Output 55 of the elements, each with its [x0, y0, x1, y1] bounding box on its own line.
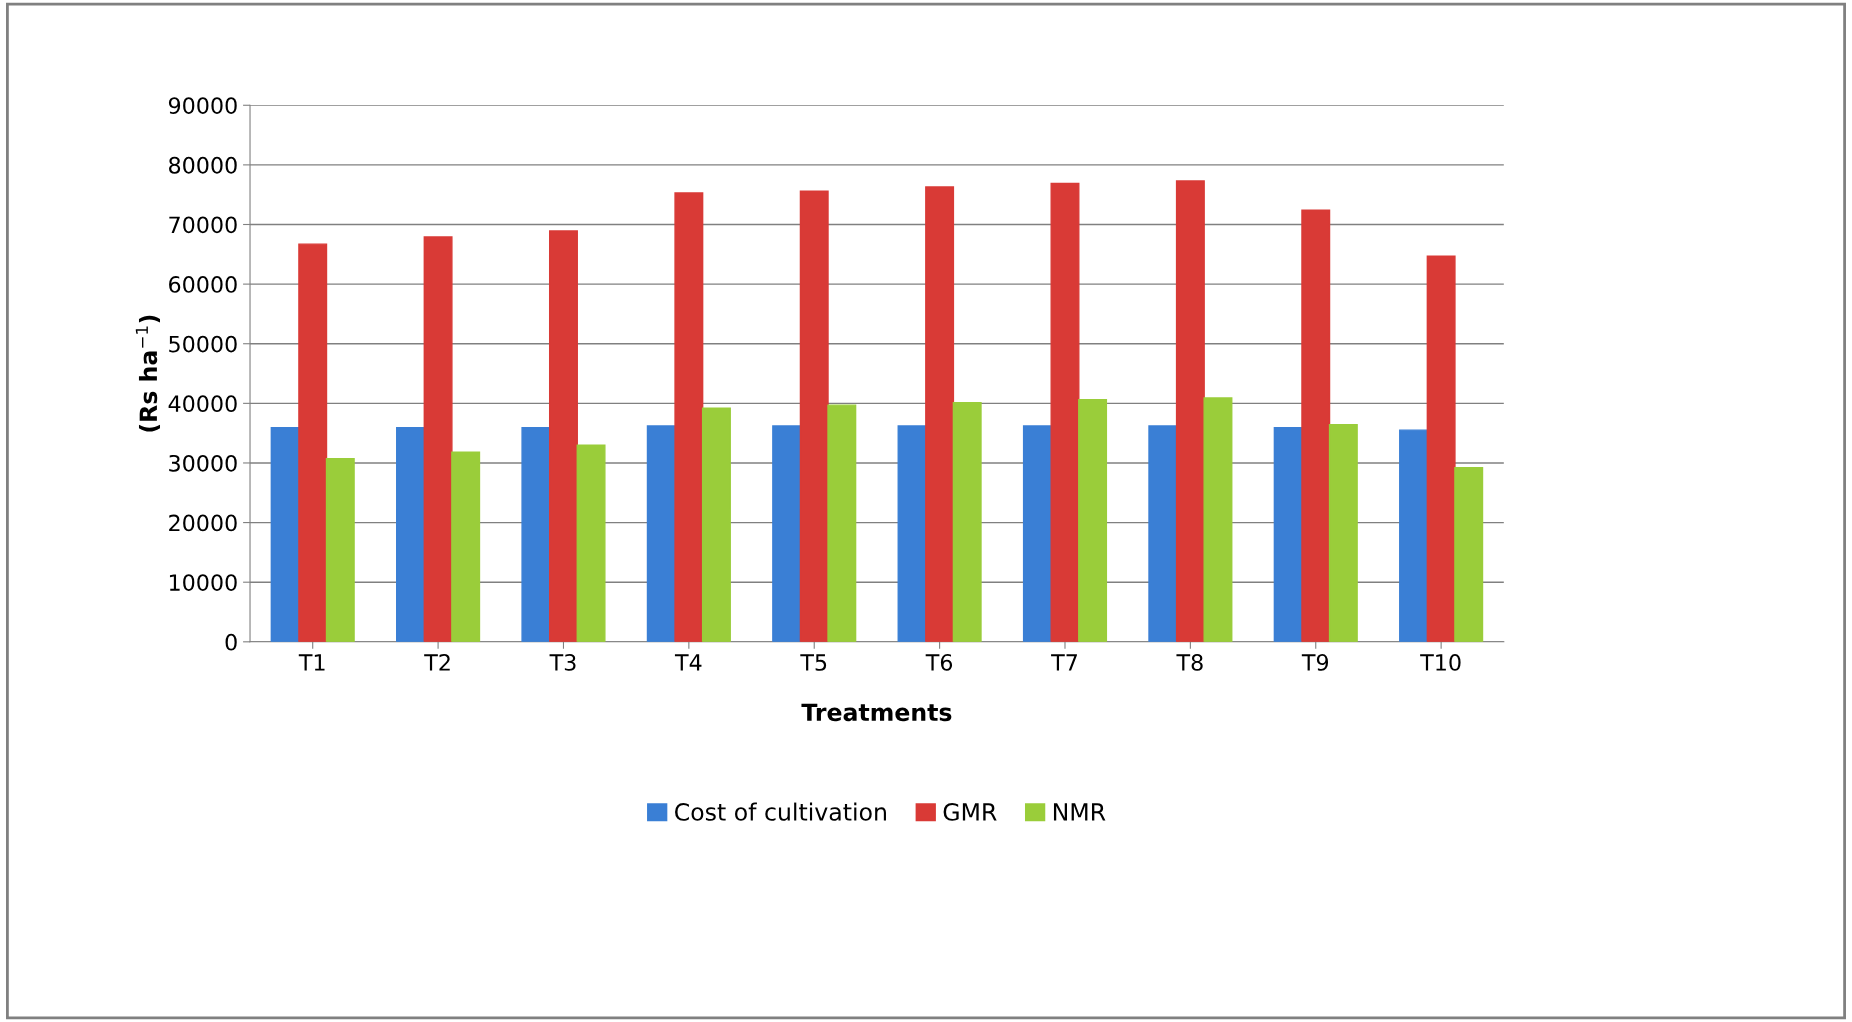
- bar: [1273, 427, 1303, 642]
- x-tick-label: T10: [1420, 654, 1461, 671]
- y-tick-label: 50000: [169, 335, 237, 353]
- x-tick-label: T8: [1176, 654, 1203, 671]
- bar: [423, 236, 453, 642]
- bar: [799, 190, 829, 642]
- legend-label: Cost of cultivation: [675, 802, 886, 821]
- legend-label: GMR: [943, 802, 997, 821]
- bar: [1078, 399, 1108, 642]
- bar: [270, 427, 300, 642]
- bar: [674, 192, 704, 642]
- x-tick-label: T7: [1051, 654, 1077, 671]
- bar: [1148, 425, 1178, 642]
- bar: [701, 407, 731, 642]
- bar: [1050, 182, 1080, 642]
- bar: [827, 404, 857, 642]
- y-tick-label: 60000: [169, 276, 237, 293]
- x-tick-label: T9: [1301, 654, 1329, 671]
- y-tick-label: 90000: [168, 97, 237, 115]
- x-tick-label: T5: [800, 654, 827, 671]
- y-axis-title: (Rs ha$^{−1}$): [135, 315, 161, 432]
- y-tick-label: 80000: [169, 156, 237, 174]
- bar: [576, 444, 606, 642]
- bar: [1399, 429, 1429, 642]
- bar: [451, 451, 481, 642]
- y-tick-label: 40000: [168, 395, 237, 413]
- x-axis-title: Treatments: [801, 703, 952, 722]
- bar: [925, 186, 955, 642]
- bar: [646, 425, 676, 642]
- legend-label: NMR: [1053, 803, 1106, 821]
- y-tick-label: 10000: [169, 574, 237, 591]
- x-tick-label: T1: [298, 654, 325, 671]
- bar: [548, 230, 578, 642]
- x-tick-label: T2: [424, 654, 450, 671]
- bar: [298, 243, 328, 642]
- y-tick-label: 30000: [169, 454, 237, 472]
- bar: [1301, 209, 1331, 642]
- bar: [1454, 467, 1484, 642]
- y-tick-label: 0: [225, 633, 237, 651]
- x-tick-label: T4: [674, 654, 702, 671]
- bar: [897, 425, 927, 642]
- bar: [952, 402, 982, 642]
- y-tick-label: 20000: [169, 514, 237, 532]
- bar: [1203, 397, 1233, 642]
- bar: [1328, 424, 1358, 642]
- bar: [1426, 255, 1456, 642]
- bar: [521, 427, 551, 642]
- bar: [1175, 180, 1205, 642]
- bar: [325, 458, 355, 642]
- x-tick-label: T6: [925, 654, 953, 671]
- bar: [1022, 425, 1052, 642]
- bar: [396, 427, 425, 642]
- x-tick-label: T3: [549, 654, 576, 671]
- y-tick-label: 70000: [169, 216, 237, 234]
- bar: [772, 425, 802, 642]
